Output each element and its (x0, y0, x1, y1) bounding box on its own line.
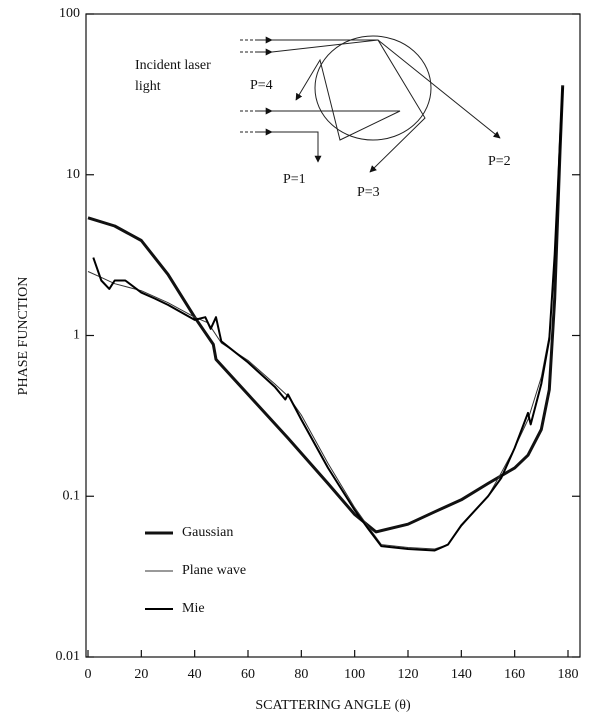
annotation: P=4 (250, 78, 273, 93)
x-tick-label: 80 (294, 667, 308, 682)
y-tick-label: 0.1 (63, 488, 81, 503)
x-tick-label: 120 (398, 667, 419, 682)
x-tick-label: 160 (504, 667, 525, 682)
y-tick-label: 10 (66, 167, 80, 182)
droplet (314, 35, 432, 141)
annotation: P=1 (283, 172, 306, 187)
legend-label: Gaussian (182, 525, 233, 540)
series-line (87, 85, 565, 534)
y-tick-label: 1 (73, 328, 80, 343)
x-tick-label: 20 (134, 667, 148, 682)
x-tick-label: 40 (188, 667, 202, 682)
ray-p2 (272, 39, 501, 139)
ray-p4 (272, 58, 401, 141)
legend-label: Mie (182, 601, 205, 616)
annotation: Incident laser (135, 58, 211, 73)
ray-p3 (271, 39, 426, 173)
series-line (92, 87, 564, 552)
series-line (87, 91, 564, 550)
annotation: P=3 (357, 185, 380, 200)
legend-label: Plane wave (182, 563, 246, 578)
y-axis-label: PHASE FUNCTION (16, 277, 31, 396)
x-tick-label: 140 (451, 667, 472, 682)
ray-p1 (272, 131, 322, 163)
x-tick-label: 180 (558, 667, 579, 682)
x-tick-label: 60 (241, 667, 255, 682)
x-tick-label: 100 (344, 667, 365, 682)
x-axis-label: SCATTERING ANGLE (θ) (255, 698, 411, 713)
inset-diagram: Incident laser light P=4 P=1 P=3 P=2 (135, 35, 511, 200)
annotation: light (135, 79, 161, 94)
y-tick-label: 0.01 (56, 649, 81, 664)
y-tick-label: 100 (59, 6, 80, 21)
x-tick-label: 0 (85, 667, 92, 682)
annotation: P=2 (488, 154, 511, 169)
